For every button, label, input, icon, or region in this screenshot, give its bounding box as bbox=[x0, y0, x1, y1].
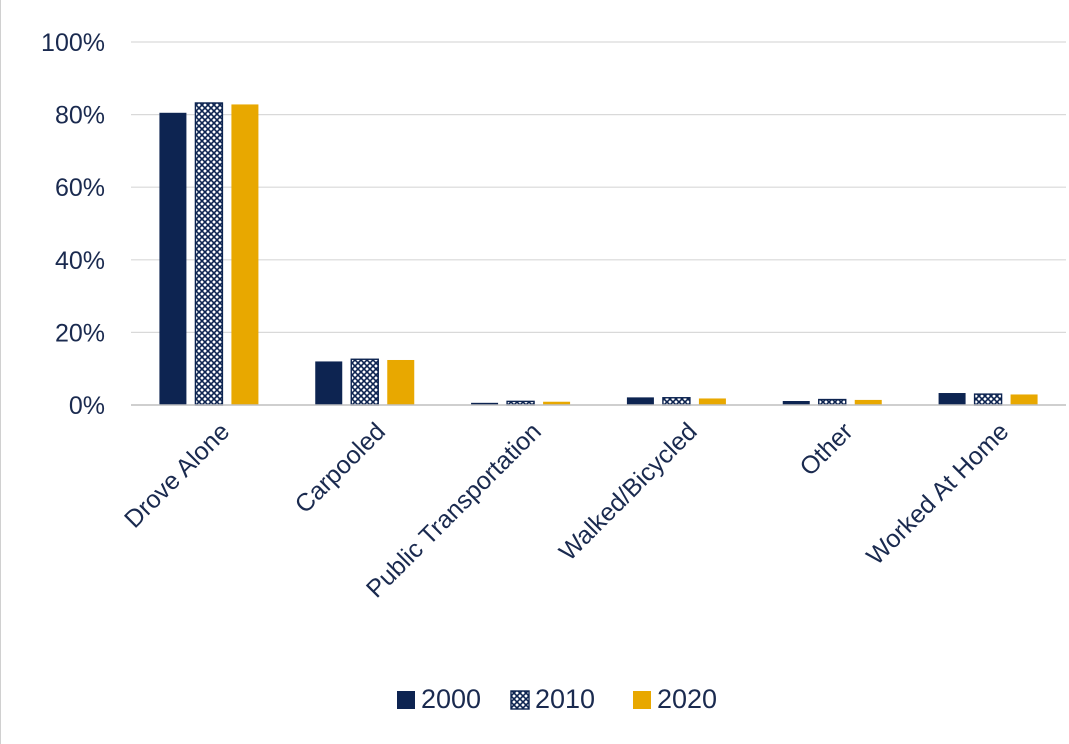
legend-swatch-2020 bbox=[633, 691, 651, 709]
x-tick-label: Other bbox=[794, 417, 858, 481]
x-tick-label: Drove Alone bbox=[119, 417, 235, 533]
bar-2020-drove-alone bbox=[231, 104, 259, 405]
bar-2010-walked-bicycled bbox=[662, 397, 691, 406]
x-tick-label: Carpooled bbox=[290, 417, 391, 518]
y-axis-tick-labels: 0% 20% 40% 60% 80% 100% bbox=[41, 29, 105, 420]
bar-2010-carpooled bbox=[350, 358, 379, 406]
x-tick-label: Walked/Bicycled bbox=[554, 417, 703, 566]
bar-2000-carpooled bbox=[315, 361, 343, 405]
legend-label-2000: 2000 bbox=[421, 684, 481, 714]
bar-2020-worked-at-home bbox=[1010, 394, 1038, 405]
bar-2000-worked-at-home bbox=[938, 393, 966, 405]
bar-2000-drove-alone bbox=[159, 112, 187, 405]
x-tick-label: Public Transportation bbox=[361, 417, 547, 603]
bar-2000-other bbox=[782, 401, 810, 405]
bar-2010-worked-at-home bbox=[973, 393, 1003, 406]
y-tick-label: 20% bbox=[55, 319, 105, 347]
bar-2020-public-transportation bbox=[543, 401, 571, 405]
y-tick-label: 0% bbox=[69, 392, 105, 420]
bar-2020-walked-bicycled bbox=[698, 398, 726, 405]
x-tick-label: Worked At Home bbox=[861, 417, 1014, 570]
bar-2020-carpooled bbox=[387, 359, 415, 405]
y-tick-label: 100% bbox=[41, 29, 105, 57]
y-tick-label: 80% bbox=[55, 102, 105, 130]
bar-2000-public-transportation bbox=[471, 402, 499, 405]
legend-label-2010: 2010 bbox=[535, 684, 595, 714]
y-tick-label: 40% bbox=[55, 247, 105, 275]
y-tick-label: 60% bbox=[55, 174, 105, 202]
legend-label-2020: 2020 bbox=[657, 684, 717, 714]
legend: 2000 2010 2020 bbox=[397, 684, 717, 714]
legend-swatch-2000 bbox=[397, 691, 415, 709]
bar-2010-other bbox=[818, 398, 847, 406]
bar-2010-drove-alone bbox=[194, 102, 224, 406]
bar-2000-walked-bicycled bbox=[626, 397, 654, 405]
bars bbox=[159, 102, 1038, 406]
legend-swatch-2010 bbox=[510, 690, 530, 710]
bar-2020-other bbox=[854, 399, 882, 405]
gridlines bbox=[131, 41, 1066, 333]
